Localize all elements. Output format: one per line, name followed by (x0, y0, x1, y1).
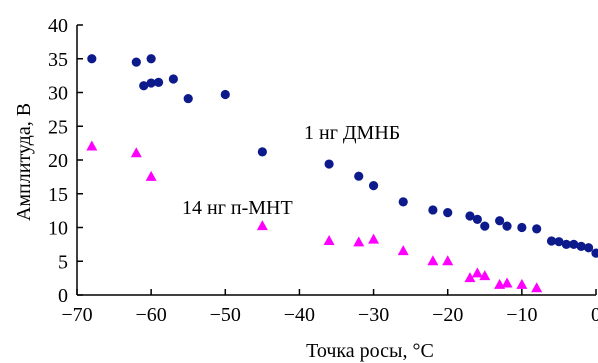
y-tick-label: 15 (48, 184, 68, 206)
data-point-series-0 (554, 237, 564, 247)
data-point-series-0 (257, 147, 267, 157)
axis-ticks: −70 −60 −50 −40 −30 −20 −10 0 0 5 10 15 20 25 30 35 40 (48, 15, 598, 326)
data-point-series-1 (323, 235, 335, 245)
x-axis-label: Точка росы, °C (306, 340, 434, 362)
x-tick-label: −60 (136, 304, 167, 326)
data-point-series-1 (471, 267, 483, 278)
data-point-series-0 (583, 243, 594, 253)
data-point-series-1 (256, 220, 268, 231)
x-tick-label: −50 (210, 304, 241, 326)
series-label-mnt: 14 нг п-МНТ (182, 197, 293, 219)
x-tick-label: −10 (506, 304, 537, 326)
data-point-series-1 (442, 255, 454, 266)
y-tick-label: 25 (48, 116, 68, 138)
y-tick-label: 35 (48, 49, 68, 71)
data-point-series-0 (146, 78, 156, 88)
data-point-series-0 (139, 81, 149, 91)
x-tick-label: −30 (358, 304, 389, 326)
data-point-series-1 (501, 277, 513, 288)
data-point-series-0 (591, 248, 598, 258)
data-point-series-0 (398, 197, 408, 207)
data-point-series-0 (324, 159, 334, 169)
data-points (86, 54, 598, 293)
data-point-series-0 (368, 181, 379, 191)
data-point-series-1 (427, 255, 439, 266)
data-point-series-0 (561, 239, 571, 249)
data-point-series-1 (86, 140, 98, 151)
x-tick-label: −20 (432, 304, 463, 326)
y-tick-label: 30 (48, 83, 68, 105)
data-point-series-0 (153, 77, 164, 87)
data-point-series-0 (87, 54, 97, 64)
data-point-series-1 (145, 170, 157, 181)
x-tick-label: −40 (284, 304, 315, 326)
data-point-series-0 (146, 54, 156, 64)
axes (76, 25, 596, 296)
data-point-series-1 (531, 282, 543, 293)
y-tick-label: 40 (48, 15, 68, 37)
data-point-series-0 (576, 241, 586, 251)
y-axis-label: Амплитуда, В (13, 103, 35, 221)
y-tick-label: 5 (58, 251, 68, 273)
x-tick-label: 0 (591, 304, 598, 326)
data-point-series-0 (517, 222, 527, 233)
data-point-series-0 (354, 171, 364, 181)
data-point-series-0 (546, 236, 557, 246)
data-point-series-0 (569, 239, 579, 249)
data-point-series-1 (464, 272, 476, 283)
data-point-series-0 (465, 211, 475, 221)
data-point-series-0 (443, 208, 453, 218)
data-point-series-0 (131, 57, 141, 67)
data-point-series-1 (516, 278, 528, 289)
data-point-series-1 (397, 245, 409, 256)
data-point-series-1 (130, 147, 142, 158)
data-point-series-1 (353, 236, 365, 247)
data-point-series-0 (480, 221, 490, 231)
y-tick-label: 10 (48, 218, 68, 240)
data-point-series-1 (479, 270, 491, 281)
data-point-series-0 (472, 214, 482, 224)
data-point-series-0 (502, 221, 512, 231)
y-tick-label: 0 (58, 285, 68, 307)
y-tick-label: 20 (48, 150, 68, 172)
data-point-series-1 (368, 233, 380, 244)
data-point-series-0 (495, 216, 505, 226)
data-point-series-0 (168, 74, 178, 84)
x-tick-label: −70 (61, 304, 92, 326)
data-point-series-0 (532, 224, 542, 234)
data-point-series-0 (428, 205, 438, 215)
data-point-series-0 (183, 93, 193, 104)
data-point-series-0 (220, 89, 230, 100)
series-label-dmnb: 1 нг ДМНБ (304, 122, 400, 144)
